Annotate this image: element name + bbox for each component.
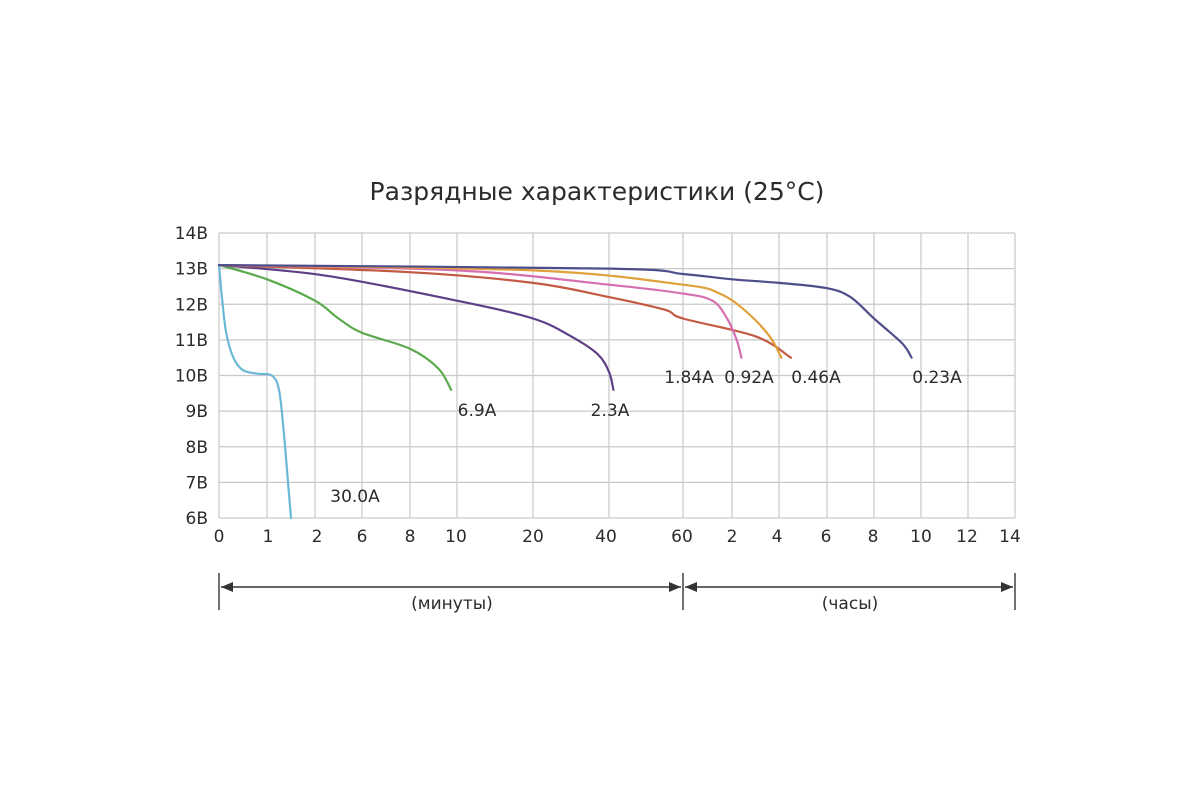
x-tick-label: 10 bbox=[445, 527, 467, 547]
series-curve-0-23A bbox=[217, 264, 913, 359]
hours-arrow-right-head bbox=[1001, 582, 1013, 592]
x-tick-label: 20 bbox=[522, 527, 544, 547]
y-tick-label: 9В bbox=[186, 402, 208, 422]
series-curve-30-0A bbox=[217, 264, 293, 520]
x-tick-label: 10 bbox=[910, 527, 932, 547]
series-curve-1-84A bbox=[217, 264, 793, 359]
series-curve-0-92A bbox=[217, 264, 743, 359]
y-tick-label: 10В bbox=[175, 367, 208, 387]
y-axis-ticks: 14В 13В 12В 11В 10В 9В 8В 7В 6В bbox=[175, 224, 208, 529]
y-tick-label: 6В bbox=[186, 509, 208, 529]
x-tick-label: 40 bbox=[595, 527, 617, 547]
minutes-arrow-right-head bbox=[669, 582, 681, 592]
x-tick-label: 60 bbox=[671, 527, 693, 547]
x-tick-label: 8 bbox=[405, 527, 416, 547]
x-tick-label: 2 bbox=[727, 527, 738, 547]
hours-arrow-left-head bbox=[685, 582, 697, 592]
x-tick-label: 6 bbox=[357, 527, 368, 547]
time-segments: (минуты) (часы) bbox=[218, 573, 1016, 614]
y-tick-label: 11В bbox=[175, 331, 208, 351]
series-label: 2.3A bbox=[591, 401, 630, 421]
y-tick-label: 7В bbox=[186, 473, 208, 493]
x-axis-ticks: 0 1 2 6 8 10 20 40 60 2 4 6 8 10 12 14 bbox=[214, 527, 1021, 547]
minutes-arrow-left-head bbox=[221, 582, 233, 592]
y-tick-label: 8В bbox=[186, 438, 208, 458]
series-curve-2-3A bbox=[217, 264, 615, 391]
x-tick-label: 8 bbox=[868, 527, 879, 547]
series-label: 6.9A bbox=[458, 401, 497, 421]
chart-curves bbox=[217, 264, 913, 520]
x-tick-label: 0 bbox=[214, 527, 225, 547]
series-labels: 30.0A 6.9A 2.3A 1.84A 0.92A 0.46A 0.23A bbox=[330, 368, 962, 507]
series-label: 30.0A bbox=[330, 487, 380, 507]
y-tick-label: 12В bbox=[175, 295, 208, 315]
y-tick-label: 14В bbox=[175, 224, 208, 244]
series-curve-6-9A bbox=[217, 264, 453, 391]
chart-grid bbox=[218, 232, 1016, 519]
y-tick-label: 13В bbox=[175, 260, 208, 280]
x-tick-label: 2 bbox=[312, 527, 323, 547]
x-tick-label: 6 bbox=[821, 527, 832, 547]
series-label: 1.84A bbox=[664, 368, 714, 388]
x-tick-label: 1 bbox=[263, 527, 274, 547]
x-tick-label: 12 bbox=[956, 527, 978, 547]
chart-title: Разрядные характеристики (25°C) bbox=[370, 177, 825, 206]
x-tick-label: 4 bbox=[772, 527, 783, 547]
segment-label-hours: (часы) bbox=[822, 594, 879, 614]
segment-label-minutes: (минуты) bbox=[411, 594, 493, 614]
series-label: 0.92A bbox=[724, 368, 774, 388]
series-label: 0.23A bbox=[912, 368, 962, 388]
series-label: 0.46A bbox=[791, 368, 841, 388]
x-tick-label: 14 bbox=[999, 527, 1021, 547]
